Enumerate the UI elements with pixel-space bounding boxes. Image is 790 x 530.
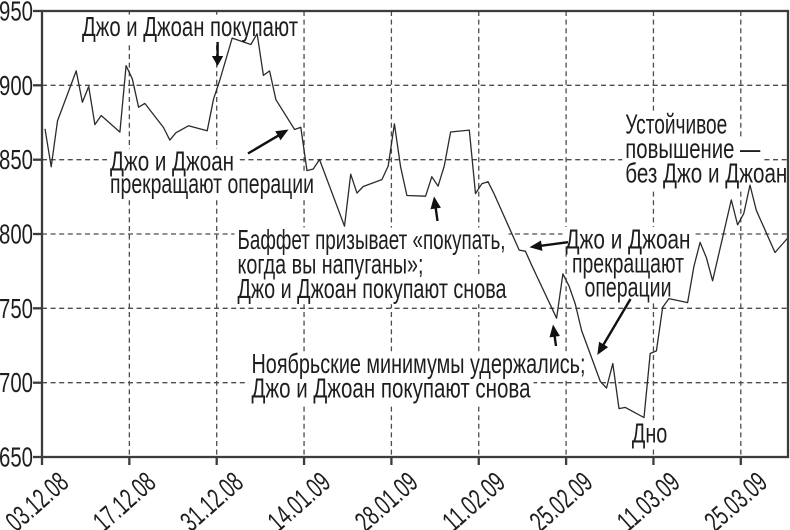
- svg-text:Джо и Джоан: Джо и Джоан: [566, 223, 691, 254]
- svg-text:операции: операции: [585, 271, 672, 302]
- svg-text:700: 700: [0, 367, 33, 398]
- svg-text:Баффет призывает «покупать,: Баффет призывает «покупать,: [238, 224, 506, 255]
- svg-text:Джо и Джоан покупают: Джо и Джоан покупают: [82, 11, 298, 42]
- svg-text:прекращают: прекращают: [572, 247, 684, 278]
- svg-text:Устойчивое: Устойчивое: [625, 108, 727, 139]
- svg-text:850: 850: [0, 144, 33, 175]
- svg-text:900: 900: [0, 70, 33, 101]
- svg-text:повышение —: повышение —: [625, 133, 760, 164]
- svg-text:прекращают операции: прекращают операции: [110, 168, 314, 199]
- svg-text:Джо и Джоан покупают снова: Джо и Джоан покупают снова: [238, 273, 507, 304]
- svg-text:750: 750: [0, 293, 33, 324]
- svg-text:Дно: Дно: [632, 418, 667, 449]
- svg-text:Ноябрьские минимумы удержались: Ноябрьские минимумы удержались;: [252, 348, 586, 379]
- svg-text:Джо и Джоан покупают снова: Джо и Джоан покупают снова: [252, 372, 531, 403]
- svg-text:800: 800: [0, 219, 33, 250]
- svg-text:когда вы напуганы»;: когда вы напуганы»;: [238, 249, 424, 280]
- svg-text:650: 650: [0, 442, 33, 473]
- svg-text:без Джо и Джоан: без Джо и Джоан: [625, 158, 787, 189]
- svg-text:Джо и Джоан: Джо и Джоан: [110, 146, 234, 177]
- svg-text:950: 950: [0, 0, 33, 27]
